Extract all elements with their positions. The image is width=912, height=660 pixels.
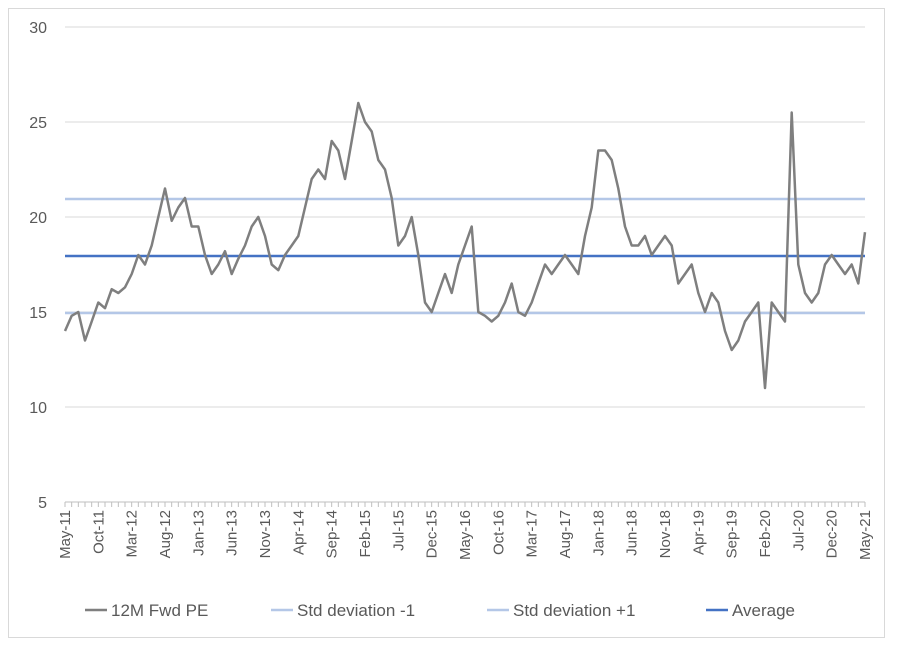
x-tick-label: Jul-20 [790,510,807,551]
x-tick-label: Oct-11 [90,510,107,554]
x-tick-label: Jan-18 [590,510,607,556]
x-tick-label: Jun-13 [224,510,241,556]
legend-label: Average [732,601,795,620]
y-tick-label: 10 [29,400,47,417]
legend: 12M Fwd PE Std deviation -1 Std deviation … [85,601,795,620]
x-tick-label: Mar-17 [524,510,541,558]
y-tick-label: 20 [29,210,47,227]
y-tick-label: 30 [29,20,47,37]
x-tick-label: Mar-12 [124,510,141,558]
x-tick-label: Jul-15 [390,510,407,551]
x-tick-label: Feb-15 [357,510,374,558]
legend-label: Std deviation +1 [513,601,635,620]
x-tick-label: Nov-13 [257,510,274,558]
y-tick-label: 15 [29,305,47,322]
x-tick-label: Jan-13 [190,510,207,556]
legend-item: 12M Fwd PE [85,601,208,620]
x-tick-label: Apr-19 [690,510,707,555]
pe-chart: 5 10 15 20 25 30 May-11 Oct-11 Mar-12 Aug-12 Jan-… [29,20,874,620]
series-lines [63,101,867,390]
y-tick-label: 25 [29,115,47,132]
x-tick-label: May-21 [857,510,874,560]
y-tick-label: 5 [38,495,47,512]
x-tick-label: Feb-20 [757,510,774,558]
x-tick-label: Sep-19 [724,510,741,558]
x-tick-label: Jun-18 [624,510,641,556]
reference-lines [65,197,865,315]
series-line-12m-fwd-pe [63,101,867,390]
x-tick-label: Oct-16 [490,510,507,555]
chart-frame: 5 10 15 20 25 30 May-11 Oct-11 Mar-12 Aug-12 Jan-… [8,8,885,638]
y-axis-ticks: 5 10 15 20 25 30 [29,20,47,512]
x-tick-label: Dec-15 [424,510,441,558]
x-axis: May-11 Oct-11 Mar-12 Aug-12 Jan-13 Jun-13 Nov-… [57,501,874,560]
legend-item: Std deviation +1 [487,601,635,620]
legend-label: Std deviation -1 [297,601,415,620]
legend-label: 12M Fwd PE [111,601,208,620]
x-tick-label: Sep-14 [324,510,341,558]
legend-item: Average [706,601,795,620]
x-tick-label: Nov-18 [657,510,674,558]
x-tick-label: Dec-20 [824,510,841,558]
x-tick-label: May-11 [57,510,74,559]
gridlines [65,26,865,503]
x-tick-label: May-16 [457,510,474,560]
x-tick-label: Aug-12 [157,510,174,558]
x-tick-label: Apr-14 [290,510,307,555]
x-tick-label: Aug-17 [557,510,574,558]
legend-item: Std deviation -1 [271,601,415,620]
